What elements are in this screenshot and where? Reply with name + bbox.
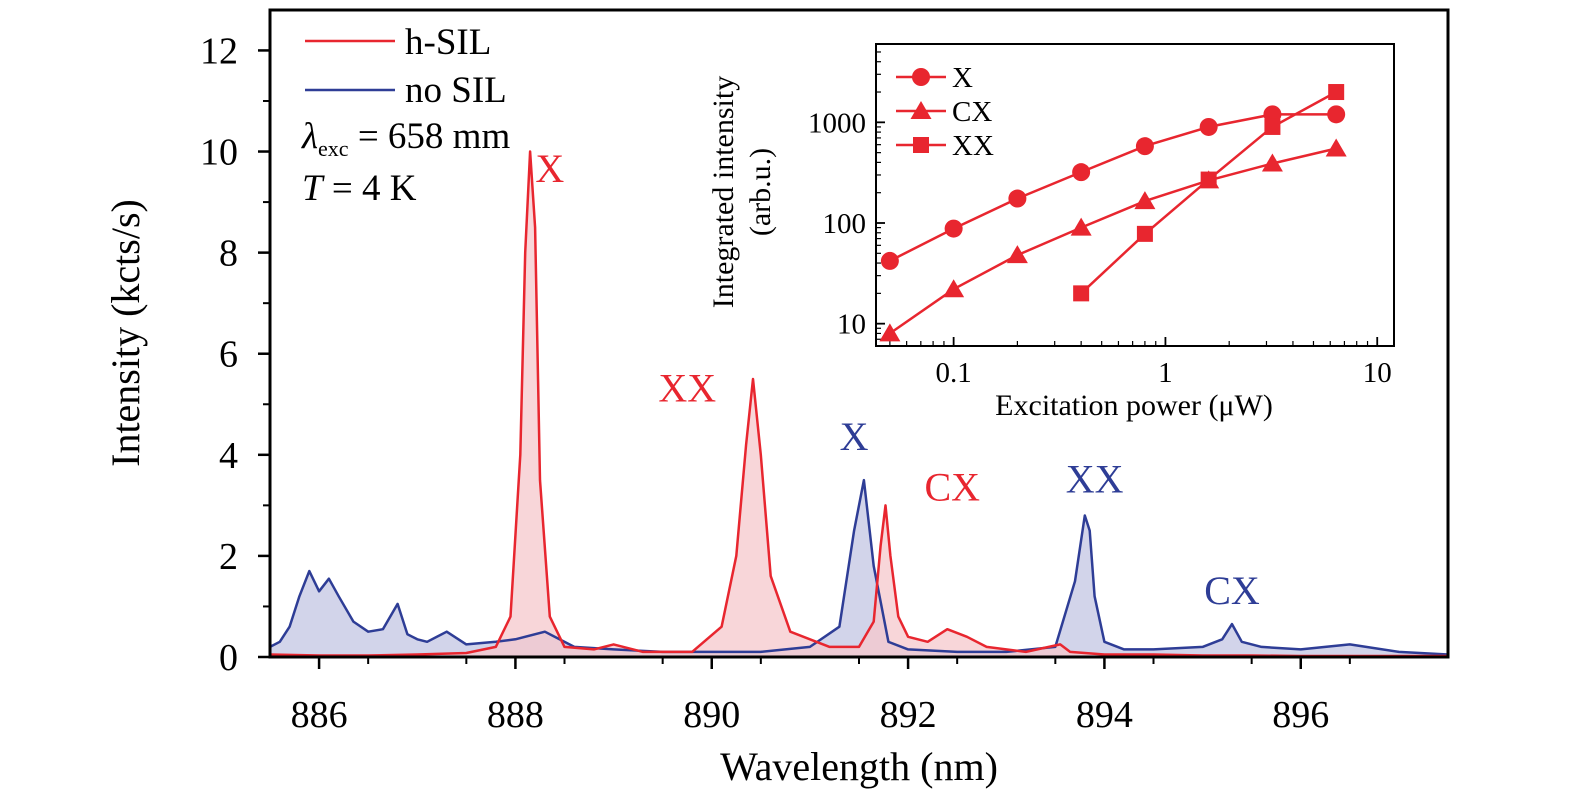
inset-x-tick-label: 10 [1363, 357, 1392, 389]
inset-legend-marker-x [912, 68, 930, 86]
inset-legend-label-cx: CX [952, 96, 992, 128]
main-line-layer [269, 150, 1449, 658]
inset-series-layer [879, 84, 1347, 342]
y-tick-label: 10 [200, 132, 238, 174]
fill-no-sil [270, 480, 1448, 657]
inset-point-xx [1136, 225, 1153, 242]
inset-y-tick-label: 100 [823, 208, 867, 240]
inset-point-cx [1134, 191, 1156, 210]
inset-axes: 0.1 1 10 10 100 1000 [808, 51, 1392, 389]
inset-point-x [1263, 105, 1282, 124]
inset-series-x [880, 105, 1346, 270]
peak-label-x-no-sil: X [840, 414, 869, 459]
peak-label-xx-h-sil: XX [658, 366, 716, 411]
y-tick-label: 0 [219, 637, 238, 679]
inset-legend-marker-cx [910, 101, 932, 119]
inset-y-axis-label-line2: (arb.u.) [744, 148, 777, 236]
inset-point-cx [1006, 245, 1028, 264]
inset-point-x [880, 251, 899, 270]
main-y-axis-label: Intensity (kcts/s) [103, 199, 148, 467]
main-legend: h-SIL no SIL [305, 22, 507, 111]
main-fill-layer [270, 151, 1448, 657]
x-tick-label: 896 [1272, 694, 1329, 736]
x-tick-label: 894 [1076, 694, 1133, 736]
x-tick-label: 890 [683, 694, 740, 736]
peak-label-xx-no-sil: XX [1066, 457, 1124, 502]
inset-y-tick-label: 1000 [808, 107, 866, 139]
inset-line-x [889, 113, 1337, 263]
inset-y-axis-label-line1: Integrated intensity [707, 76, 740, 308]
inset-line-cx [889, 147, 1337, 335]
inset-point-x [1327, 105, 1346, 124]
peak-label-cx-h-sil: CX [924, 464, 980, 509]
x-tick-label: 886 [291, 694, 348, 736]
inset-point-cx [879, 323, 901, 342]
inset-point-x [1135, 137, 1154, 156]
inset-x-axis-label: Excitation power (μW) [995, 389, 1273, 422]
peak-label-x-h-sil: X [535, 146, 564, 191]
x-tick-label: 892 [880, 694, 937, 736]
legend-label-no-sil: no SIL [405, 70, 507, 111]
x-tick-label: 888 [487, 694, 544, 736]
y-tick-label: 12 [200, 30, 238, 72]
legend-label-h-sil: h-SIL [405, 22, 491, 63]
inset-point-xx [1264, 118, 1281, 135]
inset-x-tick-label: 0.1 [936, 357, 972, 389]
y-tick-label: 4 [219, 435, 238, 477]
inset-x-tick-label: 1 [1158, 357, 1173, 389]
excitation-wavelength-text: λexc = 658 mm [301, 116, 510, 161]
inset-point-x [1008, 189, 1027, 208]
y-tick-label: 6 [219, 334, 238, 376]
inset-point-cx [943, 279, 965, 298]
inset-point-x [944, 219, 963, 238]
peak-label-cx-no-sil: CX [1204, 568, 1260, 613]
series-line-h-sil [269, 150, 1448, 658]
inset-point-xx [1073, 285, 1090, 302]
inset-point-cx [1261, 153, 1283, 172]
inset-series-xx [1073, 84, 1345, 302]
temperature-text: T = 4 K [302, 168, 417, 209]
y-tick-label: 2 [219, 536, 238, 578]
inset-point-xx [1200, 171, 1217, 188]
inset-point-x [1199, 117, 1218, 136]
inset-legend-label-xx: XX [952, 130, 994, 162]
main-x-axis-label: Wavelength (nm) [720, 744, 998, 789]
inset-point-x [1072, 163, 1091, 182]
main-axes: 886 888 890 892 894 896 0 2 4 6 8 10 12 [200, 30, 1351, 736]
inset-point-xx [1328, 84, 1345, 101]
inset-legend-label-x: X [952, 62, 973, 94]
series-line-no-sil [269, 478, 1449, 656]
inset-legend-marker-xx [913, 137, 929, 153]
inset-point-cx [1325, 138, 1347, 157]
inset-point-cx [1070, 217, 1092, 236]
inset-y-tick-label: 10 [837, 309, 866, 341]
main-conditions-annotation: λexc = 658 mm T = 4 K [301, 116, 510, 209]
y-tick-label: 8 [219, 233, 238, 275]
